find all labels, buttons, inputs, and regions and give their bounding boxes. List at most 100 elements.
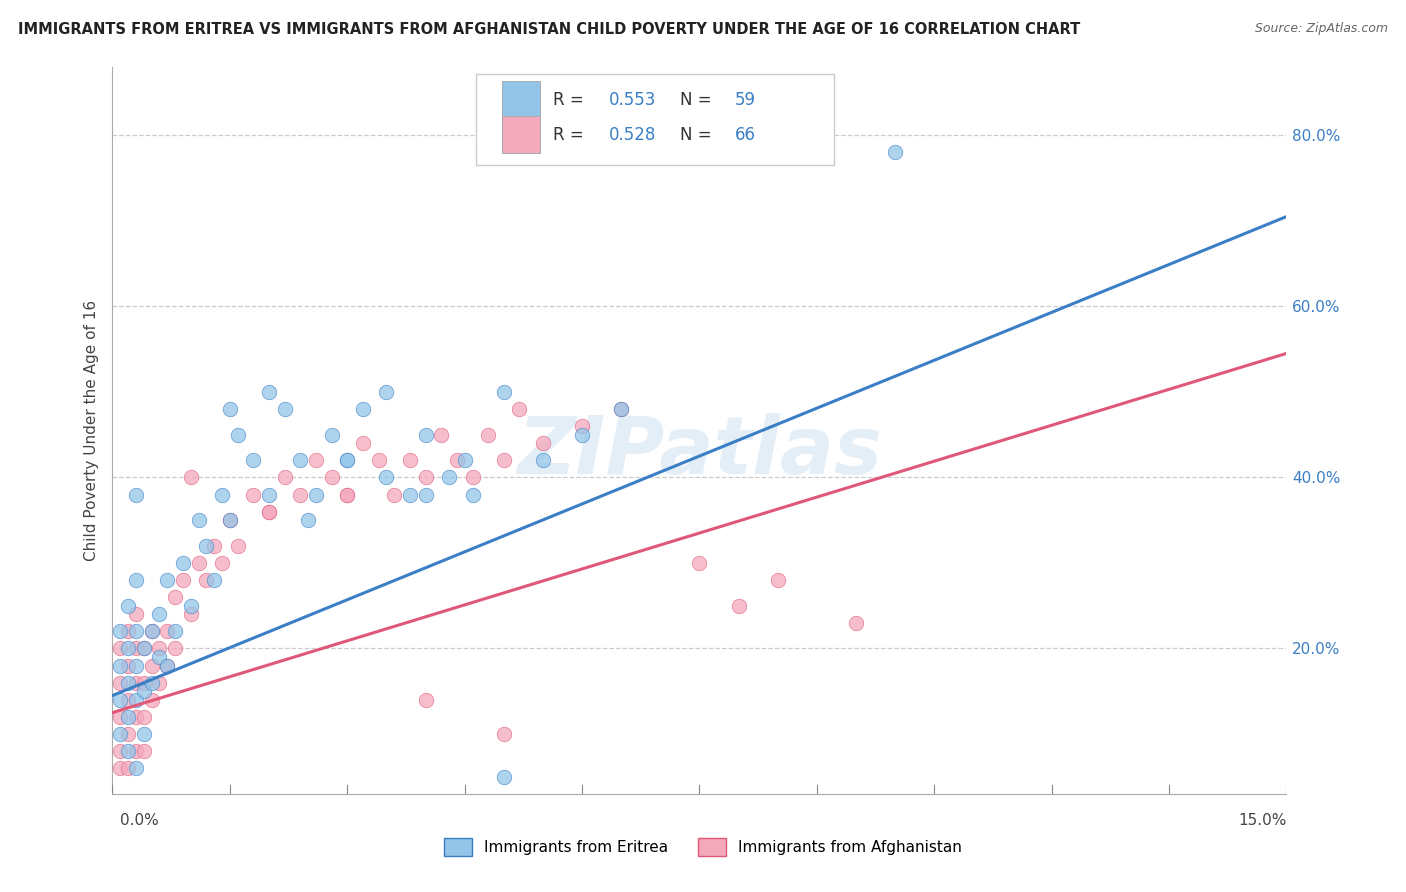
- Point: [180, 470, 202, 484]
- Point: [132, 710, 155, 724]
- Point: [172, 556, 194, 570]
- Y-axis label: Child Poverty Under the Age of 16: Child Poverty Under the Age of 16: [83, 300, 98, 561]
- Point: [352, 436, 374, 450]
- Point: [148, 675, 170, 690]
- Text: ZIPatlas: ZIPatlas: [517, 413, 882, 491]
- Point: [125, 487, 148, 501]
- Point: [492, 770, 515, 784]
- Point: [446, 453, 468, 467]
- Point: [531, 453, 554, 467]
- Point: [257, 505, 280, 519]
- Point: [195, 539, 218, 553]
- Point: [125, 658, 148, 673]
- Text: R =: R =: [553, 126, 589, 144]
- FancyBboxPatch shape: [502, 116, 540, 153]
- Point: [336, 453, 359, 467]
- Point: [257, 487, 280, 501]
- Point: [110, 710, 132, 724]
- Point: [117, 761, 139, 775]
- Point: [141, 693, 163, 707]
- FancyBboxPatch shape: [477, 74, 835, 165]
- Point: [148, 607, 170, 622]
- Point: [273, 402, 295, 417]
- Point: [477, 427, 499, 442]
- Text: 66: 66: [735, 126, 755, 144]
- Point: [382, 487, 405, 501]
- Point: [273, 470, 295, 484]
- Point: [180, 599, 202, 613]
- FancyBboxPatch shape: [502, 81, 540, 118]
- Point: [125, 744, 148, 758]
- Point: [110, 693, 132, 707]
- Point: [156, 573, 179, 587]
- Point: [148, 641, 170, 656]
- Point: [172, 573, 194, 587]
- Point: [132, 744, 155, 758]
- Point: [211, 487, 233, 501]
- Point: [141, 675, 163, 690]
- Point: [321, 470, 343, 484]
- Point: [242, 453, 264, 467]
- Point: [132, 641, 155, 656]
- Point: [399, 487, 422, 501]
- Point: [110, 624, 132, 639]
- Point: [290, 487, 312, 501]
- Point: [375, 470, 398, 484]
- Point: [117, 675, 139, 690]
- Point: [117, 710, 139, 724]
- Point: [610, 402, 633, 417]
- Text: N =: N =: [679, 91, 717, 109]
- Point: [531, 436, 554, 450]
- Point: [165, 641, 187, 656]
- Point: [132, 727, 155, 741]
- Point: [125, 761, 148, 775]
- Point: [336, 487, 359, 501]
- Point: [125, 693, 148, 707]
- Point: [492, 453, 515, 467]
- Point: [453, 453, 475, 467]
- Point: [110, 658, 132, 673]
- Point: [226, 539, 249, 553]
- Point: [117, 744, 139, 758]
- Point: [415, 427, 437, 442]
- Point: [125, 573, 148, 587]
- Point: [689, 556, 711, 570]
- Point: [461, 470, 484, 484]
- Point: [141, 658, 163, 673]
- Text: IMMIGRANTS FROM ERITREA VS IMMIGRANTS FROM AFGHANISTAN CHILD POVERTY UNDER THE A: IMMIGRANTS FROM ERITREA VS IMMIGRANTS FR…: [18, 22, 1081, 37]
- Point: [219, 513, 242, 527]
- Point: [180, 607, 202, 622]
- Point: [367, 453, 389, 467]
- Point: [415, 693, 437, 707]
- Point: [437, 470, 460, 484]
- Point: [727, 599, 749, 613]
- Point: [571, 419, 593, 434]
- Point: [226, 427, 249, 442]
- Point: [336, 453, 359, 467]
- Point: [125, 607, 148, 622]
- Point: [165, 624, 187, 639]
- Text: R =: R =: [553, 91, 589, 109]
- Point: [508, 402, 530, 417]
- Text: 0.528: 0.528: [609, 126, 657, 144]
- Point: [461, 487, 484, 501]
- Point: [202, 539, 225, 553]
- Point: [492, 384, 515, 399]
- Point: [305, 453, 328, 467]
- Point: [297, 513, 319, 527]
- Point: [165, 590, 187, 604]
- Point: [156, 624, 179, 639]
- Point: [399, 453, 422, 467]
- Point: [117, 693, 139, 707]
- Point: [321, 427, 343, 442]
- Point: [132, 684, 155, 698]
- Point: [375, 384, 398, 399]
- Point: [766, 573, 789, 587]
- Text: 0.0%: 0.0%: [120, 814, 159, 828]
- Point: [336, 487, 359, 501]
- Point: [117, 624, 139, 639]
- Point: [110, 727, 132, 741]
- Point: [219, 402, 242, 417]
- Point: [117, 658, 139, 673]
- Point: [141, 624, 163, 639]
